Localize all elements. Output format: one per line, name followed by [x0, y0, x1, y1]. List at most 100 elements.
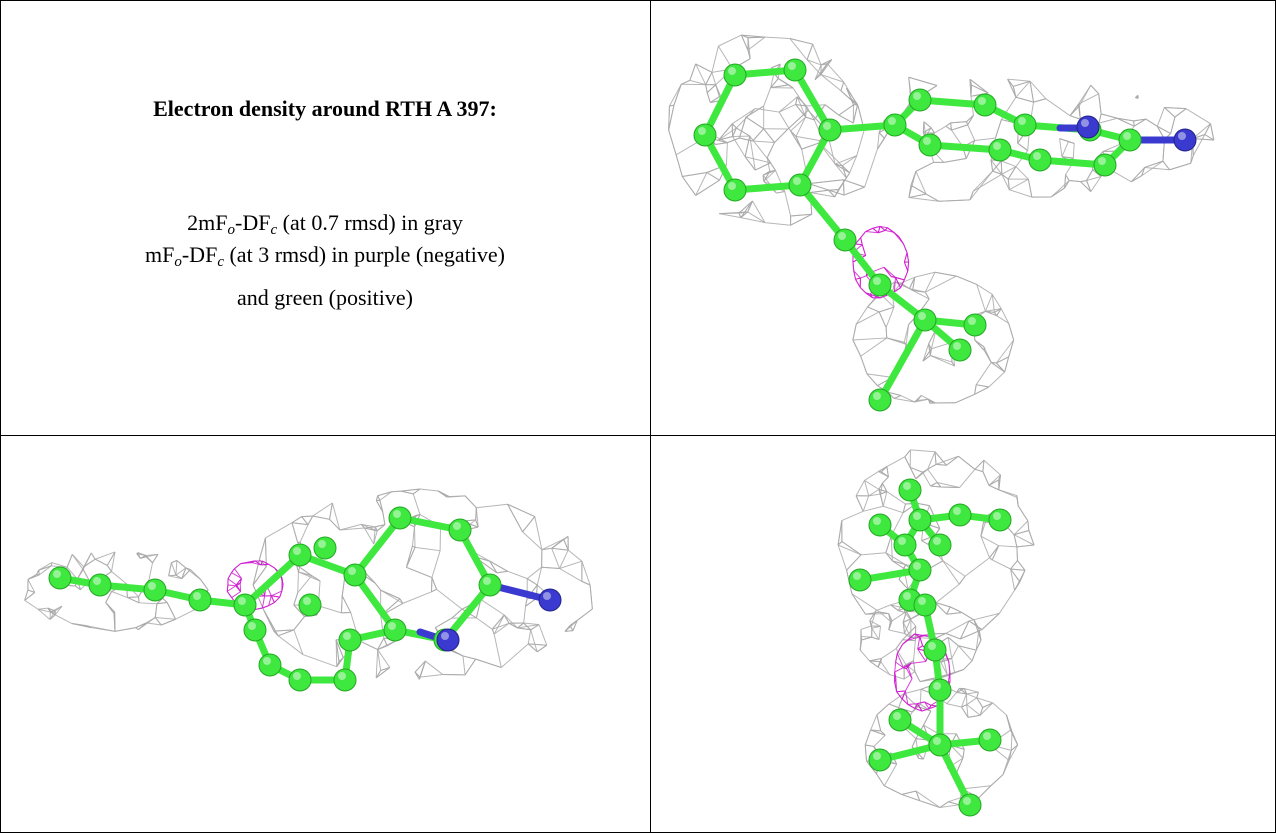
density-mesh: [855, 495, 864, 512]
atom-highlight: [441, 632, 449, 640]
density-mesh: [1029, 81, 1035, 103]
density-mesh: [814, 64, 822, 80]
density-mesh: [923, 121, 927, 137]
density-mesh: [869, 657, 882, 662]
density-mesh: [910, 184, 927, 195]
density-mesh: [1086, 169, 1094, 181]
atom-highlight: [483, 577, 491, 585]
density-mesh: [846, 88, 854, 106]
atom-highlight: [873, 277, 881, 285]
density-mesh: [755, 107, 780, 113]
density-mesh: [841, 165, 851, 174]
density-mesh: [955, 757, 964, 774]
density-mesh: [886, 337, 905, 343]
density-mesh: [918, 757, 924, 760]
density-mesh: [732, 136, 746, 157]
density-mesh: [885, 306, 895, 328]
density-mesh: [419, 660, 426, 678]
density-mesh: [763, 128, 775, 143]
density-mesh: [262, 560, 269, 565]
density-mesh: [951, 658, 956, 673]
density-mesh: [1013, 534, 1035, 546]
atom: [913, 593, 937, 617]
density-mesh: [866, 373, 878, 387]
atom-highlight: [698, 127, 706, 135]
density-mesh: [718, 123, 733, 141]
density-mesh: [401, 488, 421, 492]
density-mesh: [1059, 138, 1075, 144]
density-mesh: [24, 592, 36, 601]
density-mesh: [669, 104, 675, 107]
density-mesh: [951, 645, 959, 659]
atom-highlight: [1098, 157, 1106, 165]
density-mesh: [523, 606, 527, 624]
density-mesh: [254, 607, 263, 611]
atom-highlight: [873, 517, 881, 525]
density-mesh: [738, 212, 742, 218]
atom: [1076, 115, 1100, 139]
density-mesh: [872, 227, 879, 234]
atom: [868, 513, 892, 537]
density-mesh: [1174, 108, 1187, 118]
density-mesh: [860, 237, 863, 245]
atom-highlight: [793, 177, 801, 185]
density-mesh: [855, 480, 865, 496]
caption-line: mFo-DFc (at 3 rmsd) in purple (negative): [0, 242, 650, 270]
density-mesh: [1005, 714, 1012, 731]
density-mesh: [921, 708, 930, 712]
density-mesh: [736, 127, 751, 137]
density-mesh: [958, 575, 966, 585]
caption-title: Electron density around RTH A 397:: [153, 96, 497, 121]
atom-highlight: [293, 547, 301, 555]
density-mesh: [154, 603, 158, 618]
density-mesh: [475, 507, 479, 528]
density-mesh: [1007, 179, 1010, 190]
caption-subscript: o: [174, 254, 182, 270]
density-mesh: [796, 96, 807, 118]
atom: [436, 628, 460, 652]
density-mesh: [864, 480, 880, 490]
density-mesh: [846, 87, 858, 105]
density-mesh: [380, 589, 404, 604]
density-mesh: [766, 157, 771, 172]
density-mesh: [522, 531, 543, 551]
density-mesh: [341, 578, 345, 596]
density-mesh: [864, 148, 878, 188]
atom: [868, 273, 892, 297]
density-mesh: [476, 503, 508, 509]
density-mesh: [377, 649, 382, 671]
density-mesh: [846, 554, 862, 571]
density-mesh: [181, 567, 187, 579]
density-mesh: [998, 545, 1017, 548]
density-mesh: [1000, 160, 1003, 175]
density-mesh: [967, 714, 981, 718]
density-mesh: [254, 560, 262, 566]
atom-highlight: [453, 522, 461, 530]
atom: [343, 563, 367, 587]
density-mesh: [878, 489, 884, 507]
density-mesh: [894, 662, 897, 673]
density-mesh: [914, 707, 923, 712]
density-mesh: [111, 591, 128, 599]
density-mesh: [982, 702, 993, 708]
density-mesh: [551, 547, 569, 551]
density-mesh: [924, 291, 930, 300]
density-mesh: [146, 622, 162, 626]
density-mesh: [903, 261, 909, 272]
density-mesh: [795, 135, 824, 142]
density-mesh: [1017, 560, 1026, 571]
density-mesh: [711, 72, 717, 85]
density-mesh: [377, 495, 381, 501]
density-mesh: [446, 495, 466, 498]
atom-highlight: [918, 312, 926, 320]
density-mesh: [940, 657, 952, 663]
density-mesh: [51, 562, 68, 568]
density-mesh: [1162, 160, 1170, 171]
density-mesh: [774, 128, 789, 143]
atom: [923, 638, 947, 662]
density-mesh: [885, 327, 888, 338]
density-mesh: [958, 687, 967, 695]
atom-highlight: [303, 597, 311, 605]
density-mesh: [950, 744, 964, 759]
density-mesh: [1170, 116, 1176, 134]
